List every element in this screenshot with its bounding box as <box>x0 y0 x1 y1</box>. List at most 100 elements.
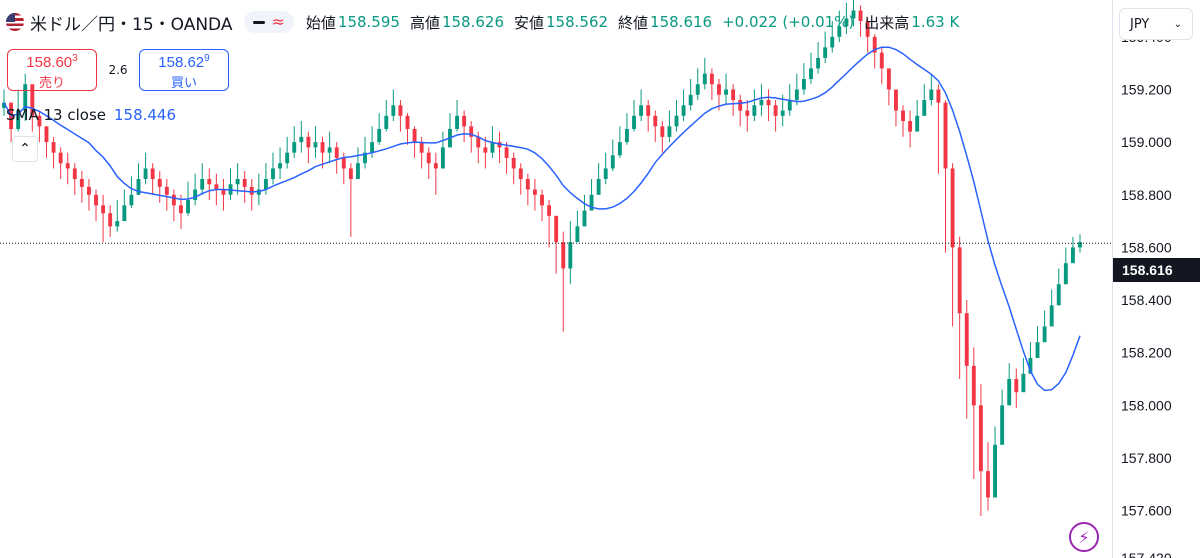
candle <box>957 236 962 380</box>
ohlc-value: 158.626 <box>441 13 504 31</box>
candle <box>44 126 49 158</box>
candle <box>894 89 898 127</box>
candle-body <box>327 147 332 153</box>
candle <box>58 147 63 179</box>
sell-button[interactable]: 158.603 売り <box>7 49 97 91</box>
candle-body <box>440 147 445 169</box>
candle-body <box>695 84 700 95</box>
candle <box>702 57 707 90</box>
ohlc-value: 158.562 <box>546 13 609 31</box>
candle <box>426 147 431 179</box>
candle <box>632 100 636 132</box>
collapse-legend-button[interactable]: ⌃ <box>12 136 38 162</box>
candle <box>398 100 403 132</box>
chart-plot-area[interactable] <box>0 0 1112 558</box>
candle <box>122 189 127 222</box>
candle-body <box>865 21 870 37</box>
candle-body <box>625 128 629 143</box>
candle <box>72 163 77 195</box>
candle-body <box>540 194 544 206</box>
candle-body <box>688 94 693 106</box>
us-flag-icon <box>6 13 24 31</box>
candle-body <box>483 147 488 153</box>
candle-body <box>122 205 127 222</box>
candle-body <box>978 405 983 472</box>
candle <box>384 100 389 132</box>
ohlc-value: 158.595 <box>337 13 400 31</box>
candle-body <box>235 178 240 185</box>
candle <box>108 205 113 237</box>
candle <box>830 21 835 53</box>
candle-body <box>278 163 283 169</box>
candle <box>179 194 183 229</box>
lightning-icon[interactable]: ⚡ <box>1069 522 1099 552</box>
candle <box>171 189 176 222</box>
candle <box>164 178 169 211</box>
candle <box>1007 363 1012 406</box>
candle-body <box>58 152 63 164</box>
candle <box>1049 289 1054 327</box>
ohlc-label: 始値 <box>305 13 336 32</box>
candle <box>809 52 813 85</box>
candle <box>971 347 976 480</box>
candle <box>639 89 644 122</box>
candle <box>554 215 559 274</box>
candle-body <box>738 100 743 111</box>
candle-body <box>929 89 934 101</box>
candle <box>851 0 856 27</box>
chart-type-pill[interactable]: ≈ <box>244 11 294 33</box>
candle <box>709 68 714 101</box>
candle <box>1063 247 1068 285</box>
candle <box>356 147 360 179</box>
candle-body <box>433 163 438 169</box>
candle-body <box>186 200 190 214</box>
candle <box>504 142 509 174</box>
sell-price-pip: 3 <box>72 53 78 64</box>
candle <box>908 110 913 148</box>
candle-body <box>837 26 842 37</box>
candle-body <box>285 152 290 164</box>
candle-body <box>752 105 757 116</box>
candle-body <box>773 105 778 116</box>
candle-body <box>115 221 120 227</box>
chevron-down-icon: ⌄ <box>1173 18 1182 30</box>
candle-body <box>101 205 106 214</box>
currency-dropdown[interactable]: JPY ⌄ <box>1119 8 1193 40</box>
candle <box>320 136 325 169</box>
candle-body <box>532 189 537 195</box>
candle <box>794 73 799 106</box>
sell-price: 158.60 <box>26 54 73 71</box>
buy-button[interactable]: 158.629 買い <box>139 49 229 91</box>
sma-legend[interactable]: SMA 13 close 158.446 <box>6 106 176 124</box>
candlestick-chart[interactable] <box>0 0 1112 558</box>
candle-body <box>986 471 990 498</box>
candle-body <box>964 313 969 366</box>
symbol-title[interactable]: 米ドル／円・15・OANDA <box>30 14 233 35</box>
candle-body <box>632 115 636 129</box>
candle <box>547 200 552 248</box>
candle-body <box>879 52 884 69</box>
candle-body <box>787 100 792 111</box>
y-tick-label: 159.000 <box>1121 134 1172 150</box>
candle-body <box>200 178 205 190</box>
candle-body <box>1035 342 1040 358</box>
candle-body <box>16 110 21 129</box>
candle-body <box>1007 379 1012 406</box>
candle <box>745 100 750 132</box>
candle <box>752 89 757 122</box>
candle-body <box>582 210 587 227</box>
y-tick-label: 158.600 <box>1121 239 1172 255</box>
candle <box>625 113 629 145</box>
candle <box>278 147 283 179</box>
candle <box>193 173 198 206</box>
candle-body <box>950 168 955 248</box>
candle <box>858 5 863 37</box>
ohlc-value: +0.022 (+0.01%) <box>722 13 855 31</box>
candle-body <box>370 142 375 153</box>
candle <box>759 84 764 116</box>
candle-body <box>320 142 325 153</box>
chevron-up-icon: ⌃ <box>19 141 31 157</box>
candle-body <box>993 444 997 498</box>
candle <box>525 173 530 206</box>
candle <box>688 78 693 111</box>
